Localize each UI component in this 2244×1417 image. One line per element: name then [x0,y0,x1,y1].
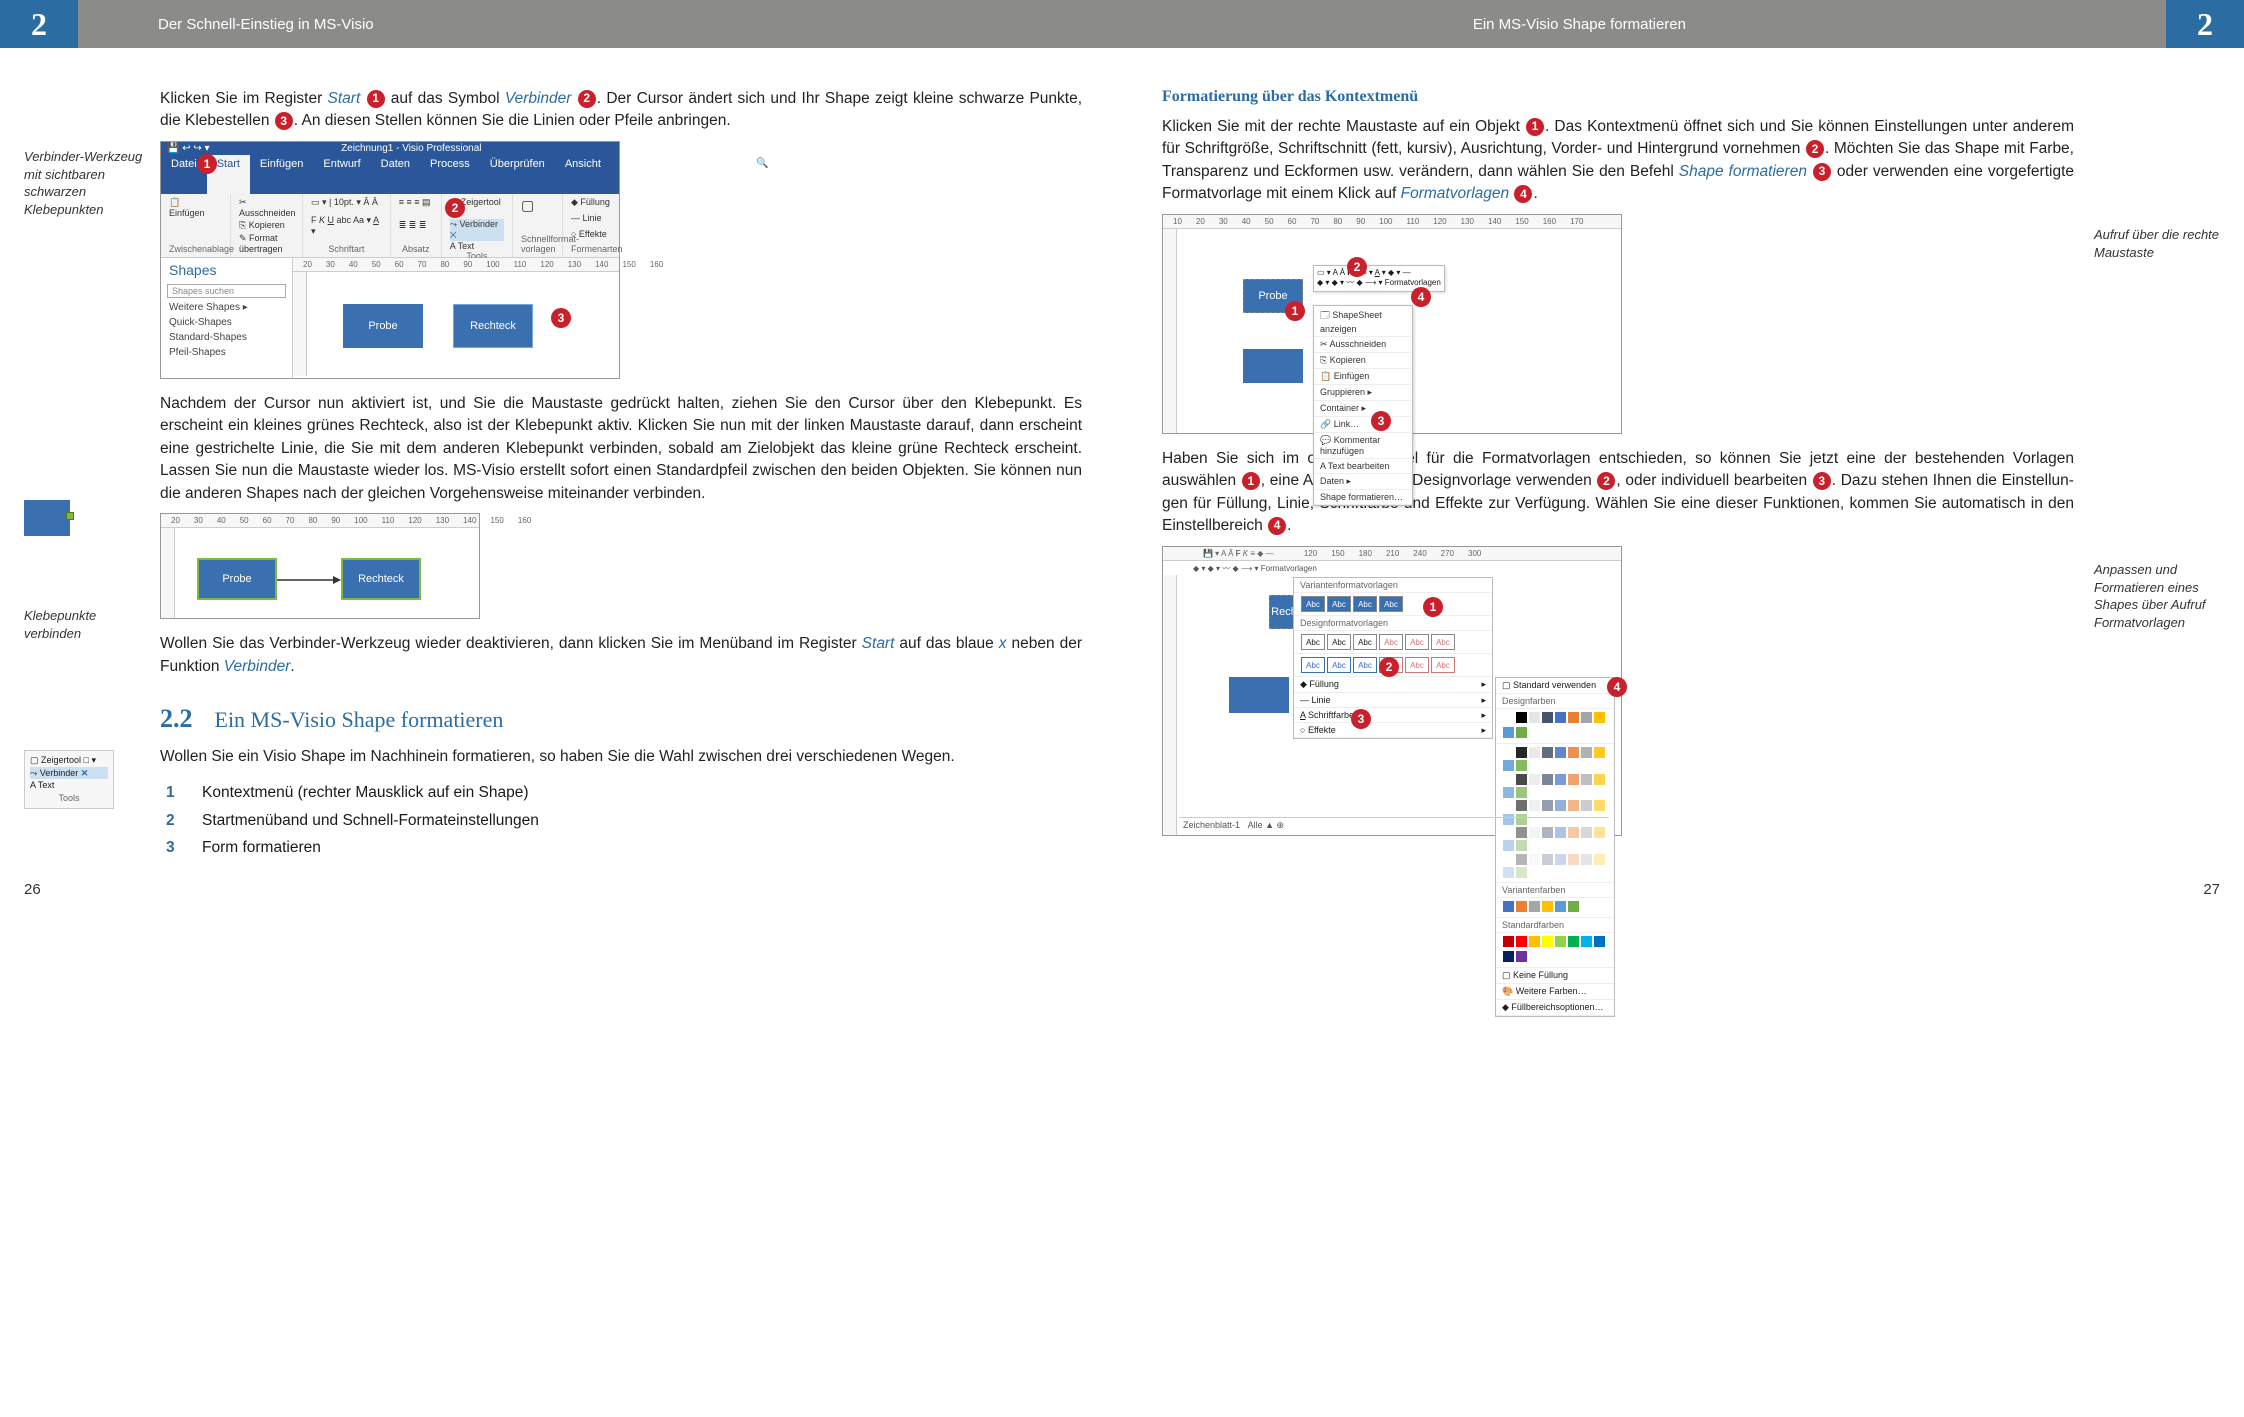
page-header-right: Ein MS-Visio Shape formatieren 2 [1122,0,2244,48]
window-title: Zeichnung1 - Visio Professional [210,143,613,154]
margin-caption: Verbinder-Werkzeug mit sichtbaren schwar… [24,148,150,218]
canvas-shape[interactable]: Probe [343,304,423,348]
running-head-right: Ein MS-Visio Shape formatieren [1473,16,1686,33]
page-number: 26 [24,881,41,898]
ruler-horizontal: 2030405060708090100110120130140150160 [293,258,619,272]
page-number: 27 [2203,881,2220,898]
ribbon-tabs[interactable]: Datei Start Einfügen Entwurf Daten Proce… [161,155,619,194]
body-paragraph: Wollen Sie das Verbinder-Werkzeug wieder… [160,633,1082,678]
numbered-list: 1Kontextmenü (rechter Mausklick auf ein … [160,779,1082,863]
thumbnail-figure [24,500,70,541]
chapter-number-box: 2 [2166,0,2244,48]
save-icon: 💾 ↩ ↪ ▾ [167,143,210,154]
canvas-shape[interactable]: Rechteck [453,304,533,348]
body-paragraph: Haben Sie sich im oberen Beispiel für di… [1162,448,2074,538]
color-palette[interactable]: ▢ Standard verwenden Designfarben Varian… [1495,677,1615,1017]
tools-thumbnail: ▢ Zeigertool □ ▾ ⤳ Verbinder ✕ A Text To… [24,750,114,808]
body-paragraph: Klicken Sie im Register Start 1 auf das … [160,88,1082,133]
ruler-horizontal: 2030405060708090100110120130140150160 [161,514,479,528]
body-paragraph: Nachdem der Cursor nun aktiviert ist, un… [160,393,1082,505]
figure-visio-ribbon: 💾 ↩ ↪ ▾ Zeichnung1 - Visio Professional … [160,141,1082,379]
page-header-left: 2 Der Schnell-Einstieg in MS-Visio [0,0,1122,48]
running-head-left: Der Schnell-Einstieg in MS-Visio [158,16,374,33]
section-heading: 2.2 Ein MS-Visio Shape formatieren [160,704,1082,734]
figure-canvas-connect: 2030405060708090100110120130140150160 Pr… [160,513,1082,619]
chapter-number-box: 2 [0,0,78,48]
margin-caption: Klebepunkte verbinden [24,607,150,642]
subsection-heading: Formatierung über das Kontextmenü [1162,88,2074,106]
figure-context-menu: 1020304050607080901001101201301401501601… [1162,214,2074,434]
body-paragraph: Klicken Sie mit der rechte Maustaste auf… [1162,116,2074,206]
shapes-panel[interactable]: Shapes Shapes suchen Weitere Shapes ▸ Qu… [161,258,293,378]
body-paragraph: Wollen Sie ein Visio Shape im Nachhinein… [160,746,1082,768]
context-menu[interactable]: 🗔 ShapeSheet anzeigen ✂ Ausschneiden ⎘ K… [1313,305,1413,506]
status-bar: Zeichenblatt-1 Alle ▲ ⊕ [1179,817,1609,833]
figure-format-styles: 💾 ▾ A Ǎ F K ≡ ◆ — 120150180210240270300 … [1162,546,2074,836]
margin-caption: Aufruf über die rechte Maustaste [2094,226,2220,261]
margin-caption: Anpassen und Formatieren eines Shapes üb… [2094,561,2220,631]
